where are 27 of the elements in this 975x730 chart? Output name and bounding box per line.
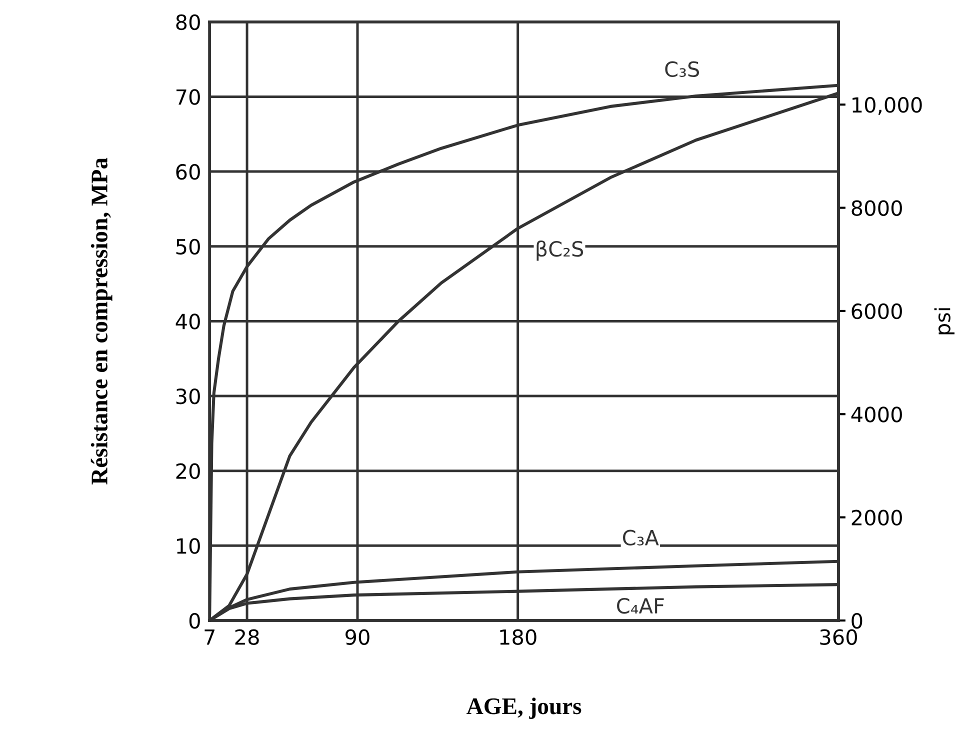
y2-tick-label: 4000 xyxy=(851,406,902,422)
y2-tick-label: 6000 xyxy=(852,303,902,320)
y-tick-label: 80 xyxy=(176,14,200,30)
y2-tick-label: 0 xyxy=(852,612,862,629)
y2-axis-title: psi xyxy=(934,308,954,334)
y2-tick-label: 10,000 xyxy=(852,97,922,115)
x-tick-label: 360 xyxy=(820,629,857,645)
y2-tick-label: 2000 xyxy=(852,510,902,526)
y-axis-title: Résistance en compression, MPa xyxy=(90,158,112,485)
series-label: C₃A xyxy=(623,530,659,546)
y-tick-label: 60 xyxy=(176,164,200,180)
y-tick-label: 40 xyxy=(176,314,200,330)
y-tick-label: 50 xyxy=(176,238,200,255)
y2-tick-label: 8000 xyxy=(852,200,902,216)
x-tick-label: 28 xyxy=(235,629,259,645)
y-tick-label: 0 xyxy=(189,612,200,629)
series-label: C₃S xyxy=(665,61,699,78)
y-tick-label: 30 xyxy=(176,388,200,404)
series-label: C₄AF xyxy=(617,598,664,614)
y-tick-label: 70 xyxy=(176,89,200,105)
y-tick-label: 20 xyxy=(176,463,200,480)
series-label: βC₂S xyxy=(536,240,584,261)
x-tick-label: 180 xyxy=(500,629,536,645)
x-tick-label: 90 xyxy=(346,629,370,645)
y-tick-label: 10 xyxy=(177,538,200,554)
x-tick-label: 7 xyxy=(204,629,214,645)
x-axis-title: AGE, jours xyxy=(466,698,582,720)
